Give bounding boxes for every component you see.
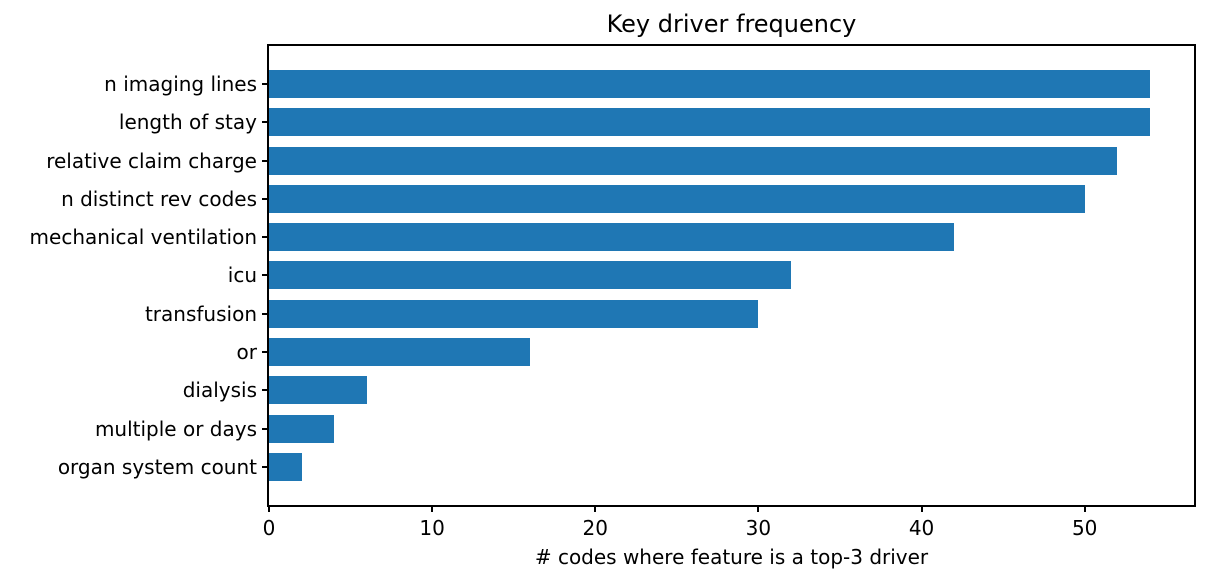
x-tick-mark (594, 505, 597, 512)
y-tick-mark (262, 236, 269, 239)
bar-row: multiple or days (95, 409, 1194, 447)
x-tick-label: 0 (262, 516, 276, 540)
y-tick-mark (262, 389, 269, 392)
y-tick-label: transfusion (144, 301, 257, 326)
y-tick-mark (262, 465, 269, 468)
x-tick-label: 20 (582, 516, 608, 540)
x-tick-mark (757, 505, 760, 512)
bar-row: n imaging lines (104, 65, 1194, 103)
bar-row: length of stay (119, 103, 1194, 141)
bar-row: transfusion (145, 295, 1194, 333)
bars-container: n imaging lines length of stay relative cl… (30, 46, 1194, 505)
y-tick-mark (262, 312, 269, 315)
x-tick-mark (1083, 505, 1086, 512)
y-tick-label: organ system count (57, 454, 257, 479)
bar-row: icu (228, 256, 1194, 294)
y-tick-mark (262, 197, 269, 200)
y-tick-mark (262, 83, 269, 86)
plot-area: Key driver frequency # codes where featu… (30, 10, 1196, 569)
y-tick-mark (262, 274, 269, 277)
bar (269, 337, 531, 366)
bar (269, 261, 792, 290)
x-tick-mark (431, 505, 434, 512)
y-tick-label: icu (227, 263, 257, 288)
bar-row: or (237, 333, 1194, 371)
bar (269, 452, 302, 481)
bar (269, 299, 759, 328)
y-tick-mark (262, 121, 269, 124)
y-tick-label: length of stay (118, 110, 257, 135)
bar-row: relative claim charge (46, 142, 1194, 180)
bar-row: mechanical ventilation (30, 218, 1194, 256)
bar (269, 108, 1150, 137)
y-tick-label: dialysis (182, 378, 257, 403)
y-tick-mark (262, 427, 269, 430)
bar-row: organ system count (58, 448, 1194, 486)
y-tick-label: mechanical ventilation (29, 225, 257, 250)
x-tick-label: 50 (1071, 516, 1098, 540)
x-tick-label: 10 (419, 516, 445, 540)
y-tick-label: relative claim charge (46, 148, 257, 173)
bar (269, 223, 955, 252)
y-tick-mark (262, 159, 269, 162)
bar-row: n distinct rev codes (61, 180, 1194, 218)
y-tick-label: multiple or days (94, 416, 257, 441)
bar (269, 146, 1118, 175)
y-tick-mark (262, 350, 269, 353)
y-tick-label: n imaging lines (104, 72, 257, 97)
bar (269, 414, 335, 443)
chart-title: Key driver frequency (606, 10, 857, 38)
x-tick-label: 40 (908, 516, 935, 540)
bar-row: dialysis (183, 371, 1194, 409)
x-tick-mark (920, 505, 923, 512)
x-tick-mark (268, 505, 270, 512)
bar (269, 70, 1150, 99)
y-tick-label: n distinct rev codes (61, 186, 257, 211)
bar (269, 376, 367, 405)
x-axis-label: # codes where feature is a top-3 driver (534, 545, 929, 569)
bar (269, 184, 1085, 213)
x-tick-label: 30 (745, 516, 772, 540)
y-tick-label: or (236, 339, 257, 364)
